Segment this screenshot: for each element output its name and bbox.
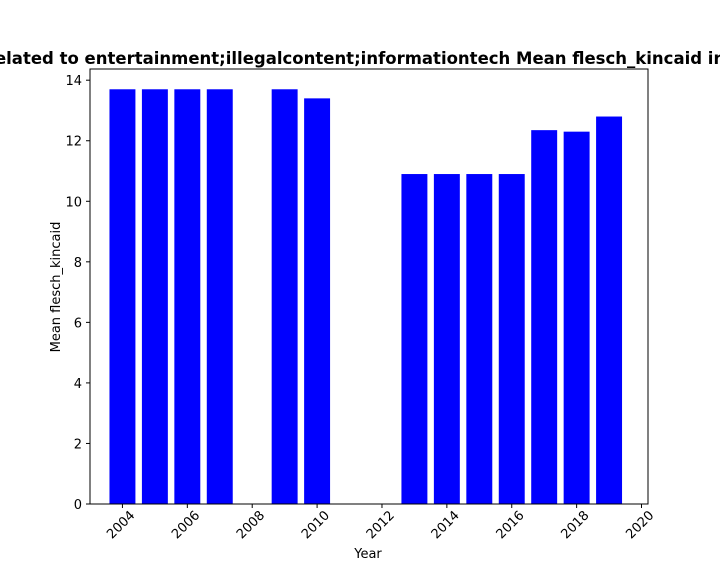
y-tick-label: 14	[65, 74, 82, 89]
x-tick-label: 2008	[234, 508, 268, 542]
x-axis: 2004 2006 2008 2010 2012 2014 2016 2018 2020	[104, 504, 657, 542]
x-tick-label: 2012	[364, 508, 398, 542]
bar-2005	[141, 89, 168, 504]
bar-2009	[271, 89, 298, 504]
bar-2017	[531, 130, 558, 504]
y-tick-label: 8	[74, 256, 82, 271]
bar-2004	[109, 89, 136, 504]
bar-2019	[596, 116, 623, 504]
x-tick-label: 2004	[104, 508, 138, 542]
y-tick-label: 12	[65, 135, 82, 150]
x-tick-label: 2016	[494, 508, 528, 542]
x-axis-label: Year	[353, 547, 382, 562]
bar-2006	[174, 89, 201, 504]
chart-title: related to entertainment;illegalcontent;…	[0, 49, 720, 68]
bar-2013	[401, 174, 428, 505]
x-tick-label: 2010	[299, 508, 333, 542]
bar-2010	[304, 98, 331, 505]
y-axis: 0 2 4 6 8 10 12 14	[65, 74, 90, 513]
bars-group	[109, 89, 623, 505]
x-tick-label: 2006	[169, 508, 203, 542]
x-tick-label: 2020	[623, 508, 657, 542]
plot-area-frame	[89, 68, 649, 505]
y-tick-label: 2	[74, 437, 82, 452]
y-tick-label: 4	[74, 377, 82, 392]
y-tick-label: 6	[74, 316, 82, 331]
bar-2016	[498, 174, 525, 505]
x-tick-label: 2018	[558, 508, 592, 542]
y-tick-label: 0	[74, 498, 82, 513]
y-tick-label: 10	[65, 195, 82, 210]
bar-2007	[206, 89, 233, 504]
bar-2018	[563, 131, 590, 504]
bar-2015	[466, 174, 493, 505]
y-axis-label: Mean flesch_kincaid	[49, 222, 64, 353]
bar-2014	[433, 174, 460, 505]
x-tick-label: 2014	[429, 508, 463, 542]
